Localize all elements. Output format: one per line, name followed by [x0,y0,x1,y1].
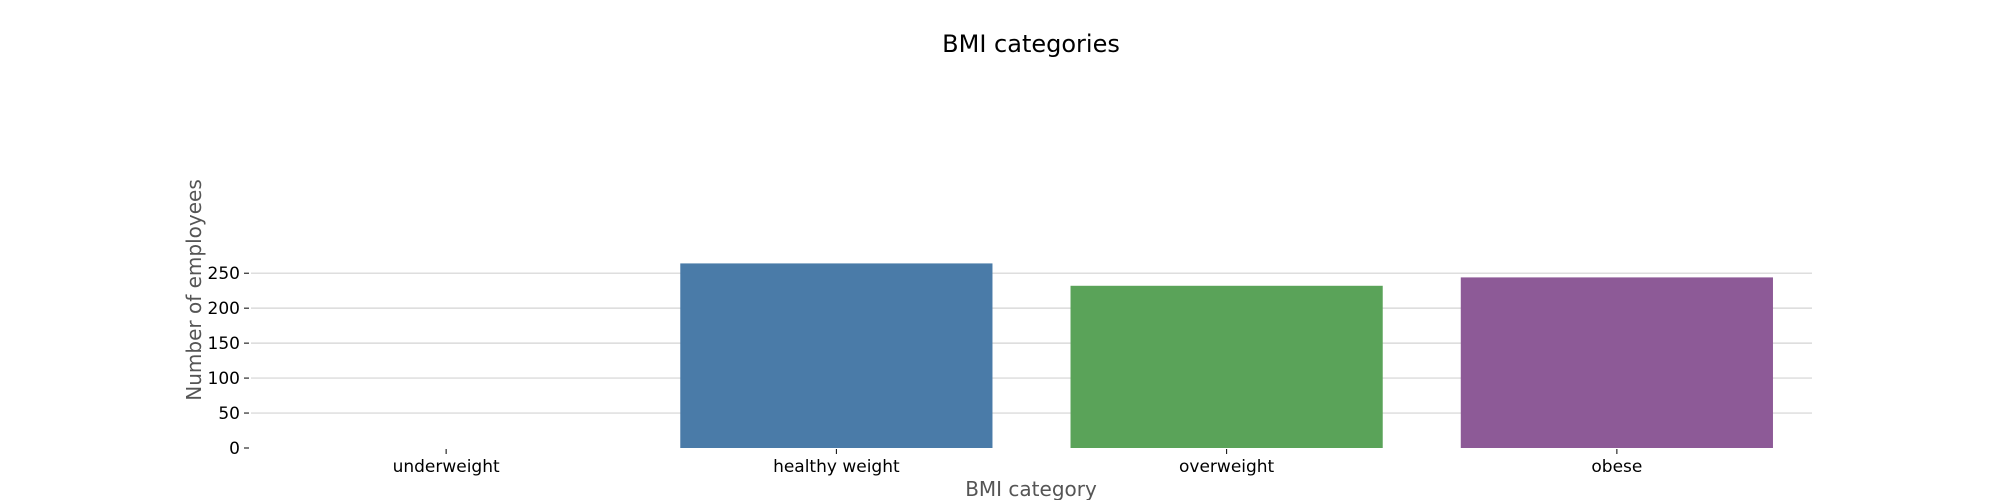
x-tick-label: overweight [1179,457,1275,477]
bars [680,263,1773,448]
y-tick-label: 50 [218,404,240,424]
x-axis-label: BMI category [965,477,1097,500]
bar [1070,285,1383,448]
y-tick-label: 250 [208,264,240,284]
y-tick-label: 100 [208,369,240,389]
y-tick-label: 200 [208,299,240,319]
x-axis-ticks: underweight healthy weight overweight obese [393,449,1642,477]
y-tick-label: 150 [208,334,240,354]
bar [680,263,993,448]
chart-title: BMI categories [942,30,1120,58]
x-tick-label: obese [1591,457,1642,477]
y-axis-ticks: 0 50 100 150 200 250 [208,264,249,459]
x-tick-label: underweight [393,457,500,477]
x-tick-label: healthy weight [773,457,900,477]
y-axis-label: Number of employees [182,179,206,400]
y-tick-label: 0 [229,439,240,459]
bar [1460,277,1773,448]
